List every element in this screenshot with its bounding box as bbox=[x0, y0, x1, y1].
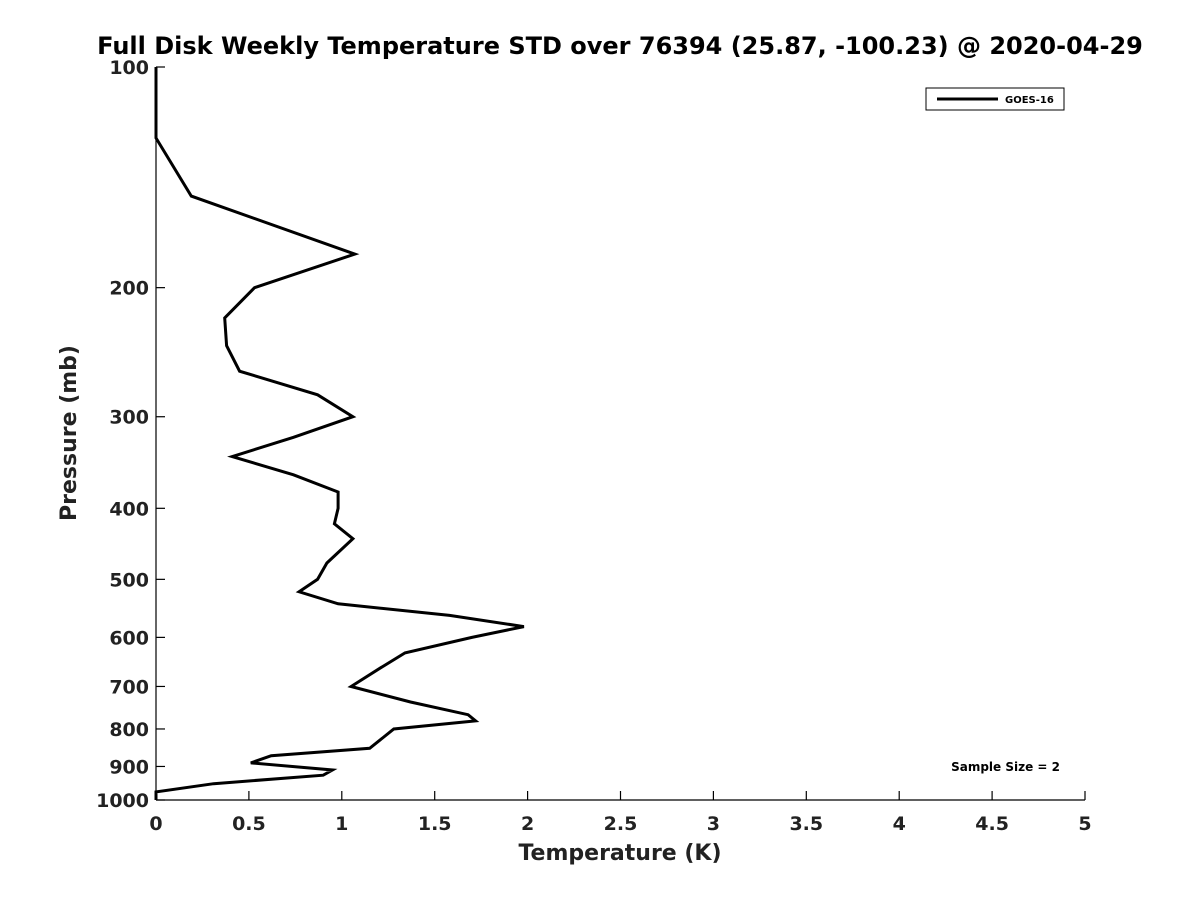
y-tick-label: 500 bbox=[109, 569, 149, 591]
y-tick-label: 700 bbox=[109, 676, 149, 698]
y-tick-label: 800 bbox=[109, 719, 149, 741]
y-axis-label: Pressure (mb) bbox=[57, 345, 82, 521]
y-tick-label: 1000 bbox=[96, 790, 149, 812]
legend: GOES-16 bbox=[925, 87, 1065, 111]
x-tick-label: 5 bbox=[1078, 813, 1091, 835]
x-tick-label: 3 bbox=[707, 813, 720, 835]
y-tick-label: 900 bbox=[109, 756, 149, 778]
chart-title: Full Disk Weekly Temperature STD over 76… bbox=[97, 32, 1143, 60]
axes bbox=[155, 67, 1085, 801]
x-tick-label: 1 bbox=[335, 813, 348, 835]
y-tick-label: 600 bbox=[109, 627, 149, 649]
x-tick-label: 3.5 bbox=[789, 813, 823, 835]
ticks: 0 0.5 1 1.5 2 2.5 3 3.5 4 4.5 5 100 200 300 400 500 600 7… bbox=[96, 57, 1092, 835]
x-tick-label: 0 bbox=[149, 813, 162, 835]
legend-label: GOES-16 bbox=[1005, 95, 1054, 106]
x-axis-label: Temperature (K) bbox=[518, 841, 721, 866]
x-tick-label: 4.5 bbox=[975, 813, 1009, 835]
x-tick-label: 2 bbox=[521, 813, 534, 835]
y-tick-label: 100 bbox=[109, 57, 149, 79]
x-tick-label: 0.5 bbox=[232, 813, 266, 835]
series-line-goes-16 bbox=[154, 67, 525, 800]
sample-size-annotation: Sample Size = 2 bbox=[951, 760, 1060, 774]
y-tick-label: 400 bbox=[109, 498, 149, 520]
x-tick-label: 2.5 bbox=[604, 813, 638, 835]
x-tick-label: 1.5 bbox=[418, 813, 452, 835]
y-tick-label: 300 bbox=[109, 407, 149, 429]
x-tick-label: 4 bbox=[893, 813, 906, 835]
series-layer bbox=[154, 67, 525, 800]
y-tick-label: 200 bbox=[109, 278, 149, 300]
